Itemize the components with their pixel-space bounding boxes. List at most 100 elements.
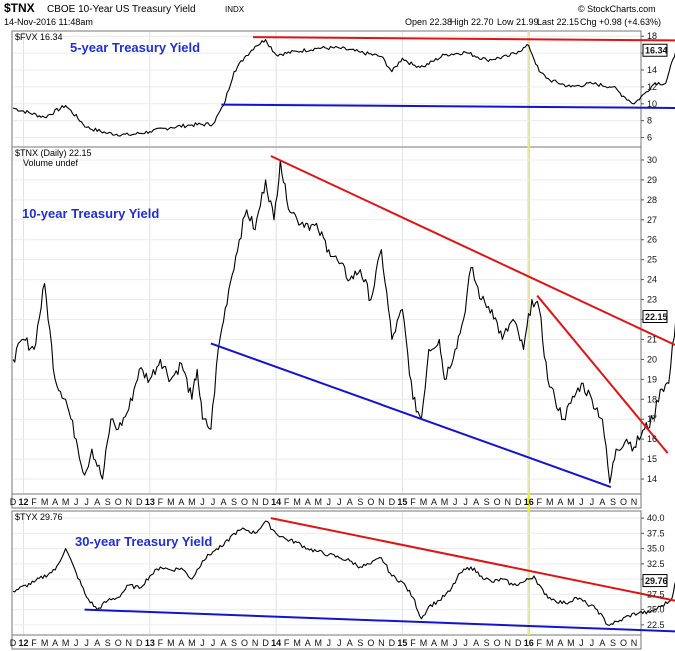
support-trendline (221, 103, 675, 109)
x-tick-label: D (10, 497, 17, 507)
y-tick-label: 17 (647, 414, 657, 424)
last-value-box (642, 574, 668, 588)
y-tick-label: 10 (647, 99, 657, 109)
x-tick-label: O (367, 497, 374, 507)
axis-strip-middle (11, 493, 642, 509)
x-tick-label: J (579, 638, 584, 648)
x-tick-label: 13 (145, 497, 155, 507)
y-tick-label: 18 (647, 31, 657, 41)
x-tick-label: O (241, 638, 248, 648)
resistance-trendline (270, 155, 675, 347)
last-value-label: 16.34 (645, 46, 668, 56)
x-tick-label: O (115, 497, 122, 507)
annotation-5yr: 5-year Treasury Yield (70, 40, 200, 55)
y-tick-label: 25 (647, 255, 657, 265)
x-tick-label: A (599, 638, 605, 648)
x-tick-label: N (504, 638, 511, 648)
x-tick-label: M (62, 638, 70, 648)
x-tick-label: A (52, 638, 58, 648)
x-tick-label: D (136, 638, 143, 648)
x-tick-label: M (420, 638, 428, 648)
x-tick-label: A (52, 497, 58, 507)
x-tick-label: A (94, 638, 100, 648)
x-tick-label: M (188, 497, 196, 507)
x-tick-label: F (537, 638, 543, 648)
chart-header: $TNX CBOE 10-Year US Treasury Yield INDX… (4, 1, 661, 27)
legend-top: $FVX 16.34 (15, 32, 63, 42)
x-tick-label: A (347, 497, 353, 507)
gridlines (13, 32, 640, 634)
open-value: Open 22.38 (405, 17, 452, 27)
y-tick-label: 16 (647, 434, 657, 444)
legend-middle: $TNX (Daily) 22.15 (15, 148, 92, 158)
x-tick-label: D (515, 497, 522, 507)
x-tick-label: J (327, 638, 332, 648)
symbol: $TNX (4, 1, 35, 15)
x-tick-label: 15 (397, 497, 407, 507)
price-line-bottom (12, 520, 675, 626)
x-tick-label: J (463, 497, 468, 507)
x-tick-label: M (188, 638, 196, 648)
last-value-box (642, 310, 668, 324)
x-tick-label: J (337, 497, 342, 507)
last-value-box (642, 43, 668, 57)
x-tick-label: N (252, 638, 259, 648)
resistance-trendline (252, 36, 675, 42)
x-tick-label: F (158, 497, 164, 507)
x-tick-label: O (115, 638, 122, 648)
x-tick-label: F (31, 638, 37, 648)
x-tick-label: J (590, 638, 595, 648)
x-tick-label: J (84, 497, 89, 507)
y-tick-label: 19 (647, 374, 657, 384)
x-tick-label: A (557, 497, 563, 507)
x-tick-label: M (293, 638, 301, 648)
y-tick-label: 15 (647, 454, 657, 464)
x-tick-label: M (420, 497, 428, 507)
x-tick-label: A (221, 497, 227, 507)
series-layer (12, 39, 675, 626)
x-tick-label: J (211, 638, 216, 648)
resistance-trendline (270, 517, 675, 602)
x-tick-label: J (463, 638, 468, 648)
resistance-trendline (536, 294, 669, 454)
x-tick-label: A (305, 497, 311, 507)
x-tick-label: N (378, 638, 385, 648)
x-tick-label: N (378, 497, 385, 507)
axis-strip-bottom (11, 634, 642, 650)
y-tick-label: 25.0 (647, 605, 665, 615)
x-tick-label: 16 (524, 497, 534, 507)
x-tick-label: O (620, 638, 627, 648)
x-tick-label: N (631, 497, 638, 507)
x-tick-label: O (494, 638, 501, 648)
y-tick-label: 12 (647, 82, 657, 92)
exchange: INDX (225, 5, 245, 14)
support-trendline (84, 608, 675, 633)
panel-frame-middle (11, 146, 642, 495)
x-tick-label: F (158, 638, 164, 648)
x-tick-label: D (389, 497, 396, 507)
price-line-top (12, 39, 675, 137)
y-tick-label: 32.5 (647, 559, 665, 569)
last-value-label: 22.15 (645, 312, 668, 322)
x-tick-label: D (389, 638, 396, 648)
x-tick-label: S (231, 638, 237, 648)
x-tick-label: N (126, 497, 133, 507)
x-tick-label: 14 (271, 638, 281, 648)
y-tick-label: 18 (647, 394, 657, 404)
x-tick-label: J (211, 497, 216, 507)
support-trendline (210, 342, 612, 488)
x-tick-label: S (484, 497, 490, 507)
x-tick-label: F (284, 497, 290, 507)
x-tick-label: S (231, 497, 237, 507)
price-line-middle (12, 159, 675, 484)
x-tick-label: S (357, 497, 363, 507)
x-tick-label: M (41, 638, 49, 648)
y-tick-label: 35.0 (647, 544, 665, 554)
x-tick-label: A (305, 638, 311, 648)
x-tick-label: O (367, 638, 374, 648)
x-tick-label: J (327, 497, 332, 507)
y-tick-label: 29 (647, 175, 657, 185)
x-tick-label: M (441, 638, 449, 648)
x-tick-label: O (494, 497, 501, 507)
x-axes: D 12 F M A M J J A S O N D 13 F M A M J J A S O N D 14 F M A M J J A S O N D… (10, 497, 638, 648)
